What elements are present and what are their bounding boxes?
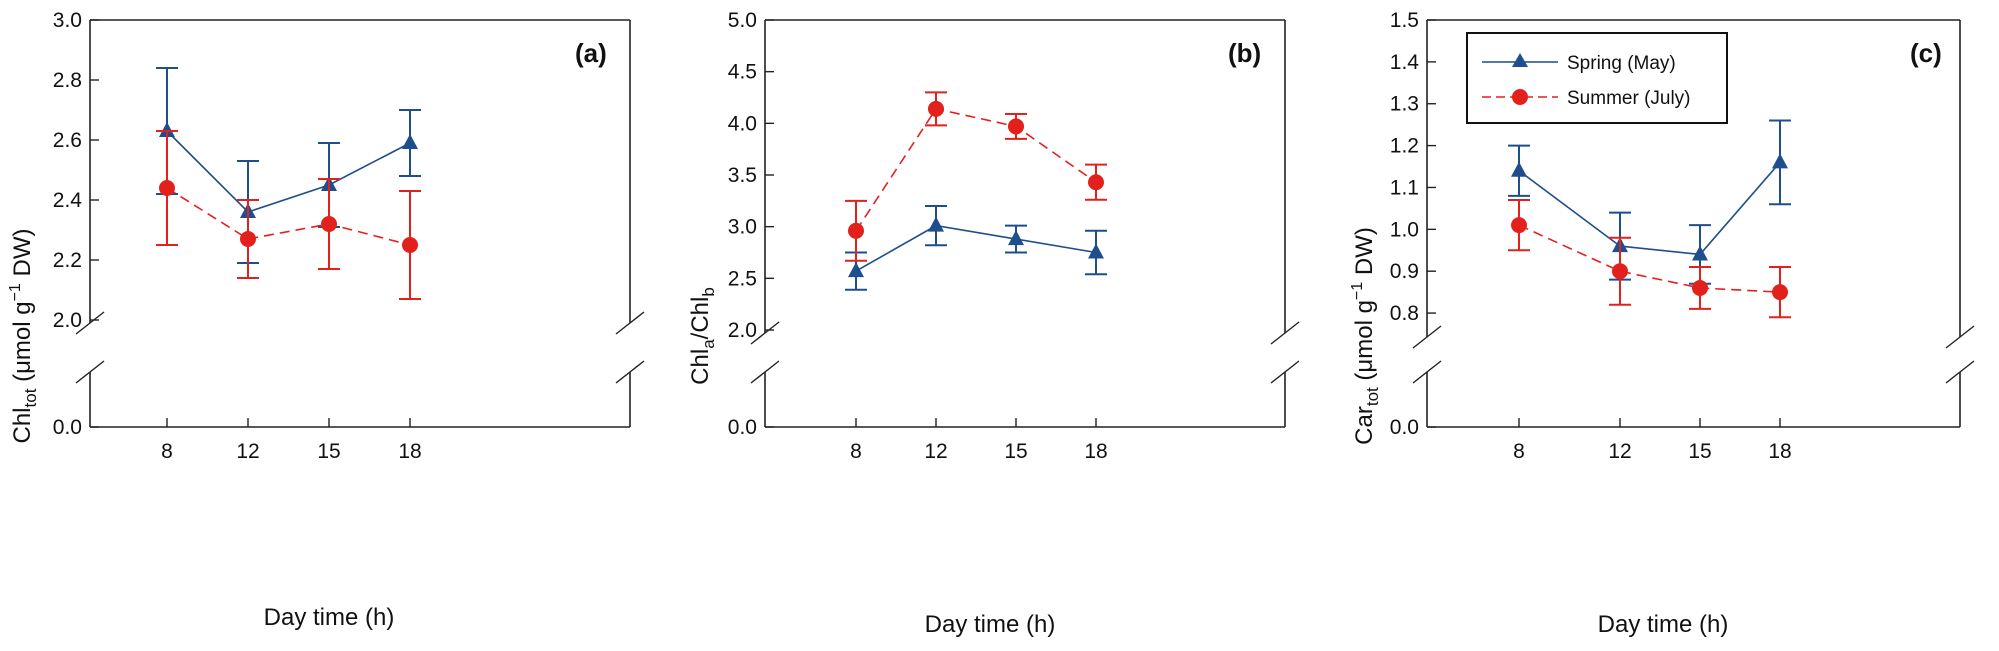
- x-tick-label: 15: [1688, 440, 1711, 463]
- series-spring-line: [1518, 161, 1781, 256]
- y-axis-label: Chltot (μmol g−1 DW): [7, 228, 40, 443]
- y-tick-label: 1.0: [1390, 218, 1419, 241]
- series-spring-line: [855, 224, 1097, 272]
- y-tick-label: 2.5: [728, 267, 757, 290]
- y-tick-label: 2.0: [53, 309, 82, 332]
- axis-break-mark-right: [1945, 325, 1975, 349]
- axis-break-mark-left: [1412, 360, 1442, 384]
- panel-label: (a): [575, 38, 607, 68]
- x-tick-label: 18: [398, 440, 421, 463]
- x-tick-label: 15: [317, 440, 340, 463]
- x-tick-label: 8: [161, 440, 173, 463]
- y-tick-label: 1.1: [1390, 176, 1419, 199]
- y-tick-label: 2.8: [53, 69, 82, 92]
- spring-data-point: [1088, 243, 1104, 259]
- x-tick-label: 15: [1004, 440, 1027, 463]
- summer-data-point: [159, 180, 175, 196]
- y-tick-label: 2.2: [53, 249, 82, 272]
- summer-data-point: [402, 237, 418, 253]
- panel-label: (c): [1910, 38, 1942, 68]
- x-tick-label: 12: [1608, 440, 1631, 463]
- axis-break-mark-right: [1945, 360, 1975, 384]
- x-tick-label: 8: [1513, 440, 1525, 463]
- summer-data-point: [321, 216, 337, 232]
- legend-spring-label: Spring (May): [1567, 53, 1676, 74]
- x-tick-label: 12: [924, 440, 947, 463]
- y-tick-label: 1.3: [1390, 93, 1419, 116]
- summer-data-point: [1692, 279, 1708, 296]
- summer-data-point: [928, 100, 944, 117]
- spring-data-point: [928, 216, 944, 232]
- axis-break-mark-right: [615, 360, 645, 384]
- axis-break-mark-left: [1412, 325, 1442, 349]
- summer-data-point: [1612, 263, 1628, 280]
- axis-break-mark-left: [75, 311, 105, 335]
- x-tick-label: 18: [1768, 440, 1791, 463]
- summer-data-point: [1008, 118, 1024, 135]
- x-axis-label: Day time (h): [925, 611, 1056, 638]
- x-axis-label: Day time (h): [264, 604, 395, 631]
- spring-data-point: [159, 122, 175, 137]
- y-tick-label: 0.9: [1390, 260, 1419, 283]
- summer-data-point: [848, 222, 864, 239]
- axis-break-mark-left: [750, 321, 780, 345]
- spring-data-point: [1511, 161, 1527, 177]
- panel-b: (b) Chla/Chlb Day time (h) 2.0 2.5 3.0 3.5 4…: [687, 9, 1300, 638]
- x-tick-label: 8: [850, 440, 862, 463]
- y-tick-label: 5.0: [728, 9, 757, 32]
- y-tick-label: 0.0: [728, 416, 757, 439]
- y-tick-label: 2.6: [53, 129, 82, 152]
- summer-data-point: [240, 231, 256, 247]
- series-summer-line: [166, 187, 411, 246]
- y-tick-label: 1.5: [1390, 9, 1419, 32]
- axis-break-mark-right: [615, 311, 645, 335]
- y-tick-label: 3.0: [53, 9, 82, 32]
- axis-break-mark-left: [750, 360, 780, 384]
- legend-spring-marker: [1512, 53, 1528, 67]
- series-summer-line: [1518, 224, 1781, 293]
- legend-box: [1466, 32, 1728, 124]
- y-tick-label: 4.5: [728, 61, 757, 84]
- y-tick-label: 0.0: [1390, 416, 1419, 439]
- axis-break-mark-right: [1270, 360, 1300, 384]
- x-axis-label: Day time (h): [1598, 611, 1729, 638]
- spring-data-point: [1692, 245, 1708, 261]
- panel-c: (c) Cartot (μmol g−1 DW) Day time (h) Sp…: [1349, 9, 1975, 638]
- axis-break-mark-left: [75, 360, 105, 384]
- y-tick-label: 4.0: [728, 112, 757, 135]
- y-tick-label: 0.0: [53, 416, 82, 439]
- summer-data-point: [1772, 284, 1788, 301]
- axis-break-mark-right: [1270, 321, 1300, 345]
- spring-data-point: [848, 262, 864, 278]
- y-tick-label: 0.8: [1390, 302, 1419, 325]
- y-tick-label: 1.2: [1390, 135, 1419, 158]
- y-tick-label: 2.4: [53, 189, 83, 212]
- panel-a: (a) Chltot (μmol g−1 DW) Day time (h) 2.…: [7, 9, 645, 631]
- legend-summer-label: Summer (July): [1567, 88, 1691, 109]
- legend: Spring (May) Summer (July): [1466, 32, 1728, 124]
- y-axis-label: Chla/Chlb: [687, 287, 718, 385]
- spring-data-point: [402, 134, 418, 149]
- y-tick-label: 3.0: [728, 216, 757, 239]
- series-spring-line: [166, 130, 411, 213]
- y-tick-label: 1.4: [1390, 51, 1420, 74]
- x-tick-label: 18: [1084, 440, 1107, 463]
- y-tick-label: 3.5: [728, 164, 757, 187]
- series-summer-line: [855, 107, 1097, 232]
- y-tick-label: 2.0: [728, 319, 757, 342]
- y-axis-label: Cartot (μmol g−1 DW): [1349, 227, 1382, 445]
- summer-data-point: [1088, 174, 1104, 191]
- panel-label: (b): [1228, 38, 1261, 68]
- summer-data-point: [1511, 217, 1527, 234]
- legend-summer-marker: [1512, 89, 1528, 105]
- x-tick-label: 12: [236, 440, 259, 463]
- spring-data-point: [1008, 230, 1024, 246]
- spring-data-point: [1772, 153, 1788, 169]
